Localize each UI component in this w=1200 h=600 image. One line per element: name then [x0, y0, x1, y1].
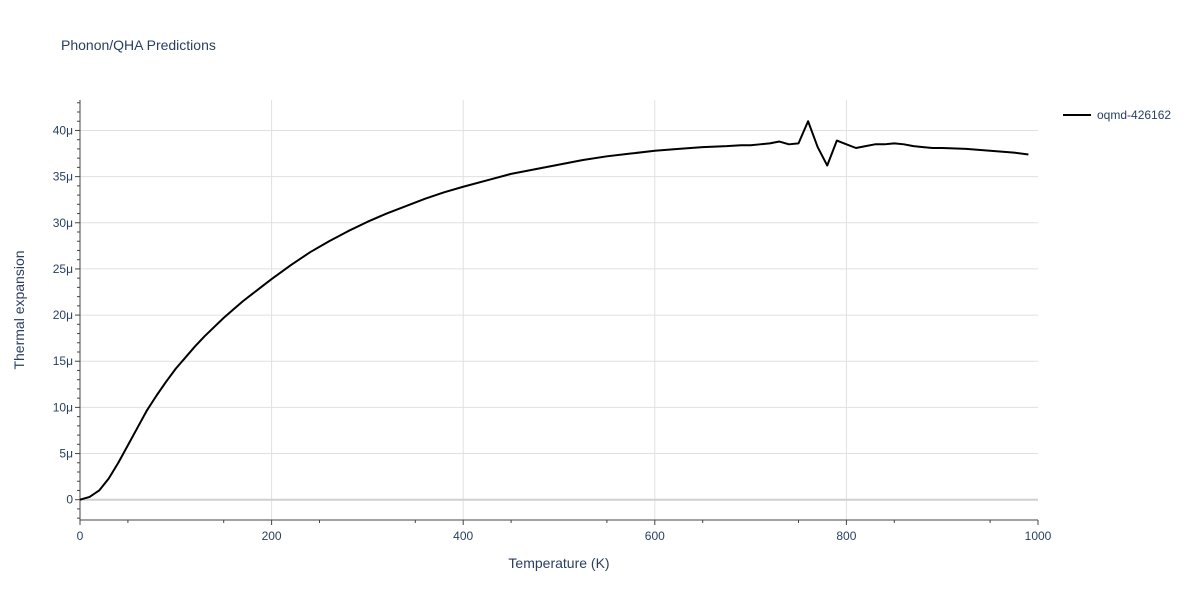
- chart-title: Phonon/QHA Predictions: [61, 37, 216, 53]
- x-tick-label: 1000: [1025, 529, 1052, 543]
- legend[interactable]: oqmd-426162: [1063, 108, 1171, 122]
- legend-label: oqmd-426162: [1097, 108, 1171, 122]
- y-tick-label: 25μ: [53, 262, 73, 276]
- x-tick-label: 600: [645, 529, 665, 543]
- series-layer: [79, 120, 1029, 501]
- y-tick-label: 20μ: [53, 308, 73, 322]
- x-tick-label: 0: [77, 529, 84, 543]
- series-line: [79, 120, 1029, 501]
- y-tick-label: 10μ: [53, 400, 73, 414]
- grid: [80, 100, 1038, 520]
- y-tick-label: 30μ: [53, 216, 73, 230]
- x-tick-label: 800: [836, 529, 856, 543]
- axes: [79, 100, 1038, 521]
- x-axis-ticks: 0 200 400 600 800 1000: [77, 520, 1052, 543]
- y-tick-label: 5μ: [59, 447, 73, 461]
- y-tick-label: 0: [66, 493, 73, 507]
- y-tick-label: 35μ: [53, 170, 73, 184]
- x-tick-label: 200: [262, 529, 282, 543]
- y-tick-label: 40μ: [53, 123, 73, 137]
- y-axis-title: Thermal expansion: [11, 250, 27, 369]
- y-tick-label: 15μ: [53, 354, 73, 368]
- y-axis-ticks: 0 5μ 10μ 15μ 20μ 25μ 30μ 35μ 40μ: [53, 102, 80, 519]
- x-tick-label: 400: [453, 529, 473, 543]
- x-axis-title: Temperature (K): [508, 555, 609, 571]
